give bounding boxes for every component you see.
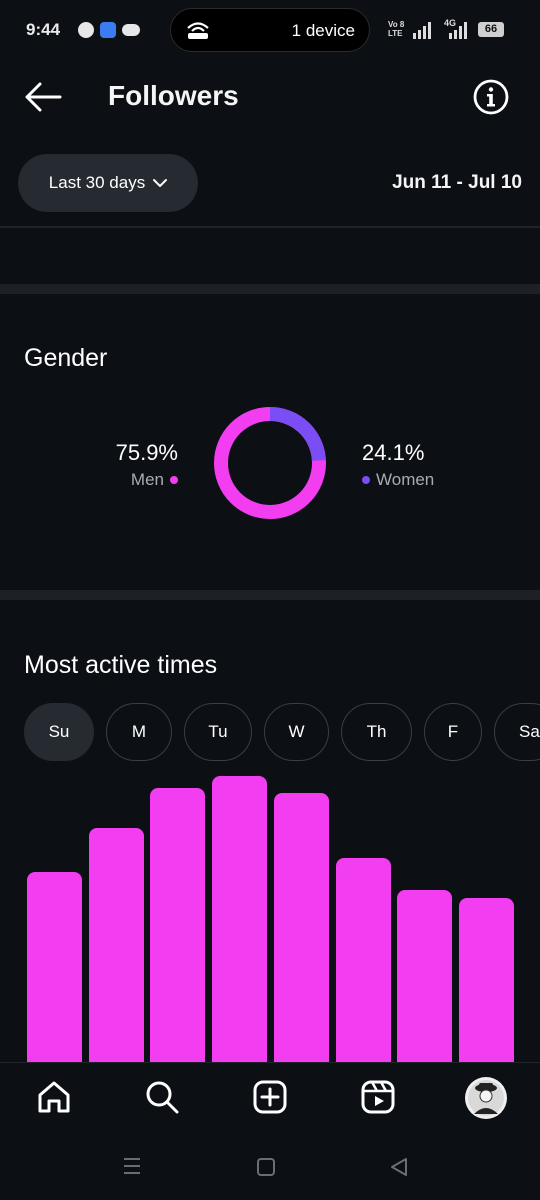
profile-avatar[interactable]: [464, 1076, 508, 1120]
day-chip-label: Su: [48, 722, 70, 741]
device-pill[interactable]: 1 device: [170, 8, 370, 52]
day-chip-label: F: [447, 722, 459, 741]
most-active-times-title: Most active times: [24, 651, 218, 679]
women-dot: [362, 476, 370, 484]
activity-bar: [397, 889, 453, 1062]
system-nav-bar: [0, 1138, 540, 1200]
date-range-dropdown[interactable]: Last 30 days: [18, 154, 198, 212]
battery-indicator: 66: [478, 22, 504, 37]
activity-bar: [335, 857, 391, 1062]
activity-bar: [212, 775, 268, 1062]
day-chip-label: Th: [366, 722, 387, 741]
back-button-icon[interactable]: [389, 1157, 409, 1177]
home-icon[interactable]: [35, 1078, 73, 1116]
day-chip-label: Tu: [208, 722, 228, 741]
activity-bar: [150, 787, 206, 1062]
day-chip-th[interactable]: Th: [341, 703, 412, 761]
divider: [0, 226, 540, 228]
women-percent: 24.1%: [362, 440, 425, 465]
info-icon[interactable]: [472, 78, 510, 116]
activity-bar: [458, 898, 514, 1062]
day-chip-label: W: [288, 722, 305, 741]
page-title: Followers: [108, 80, 239, 111]
day-chip-su[interactable]: Su: [24, 703, 94, 761]
activity-bar: [273, 793, 329, 1062]
men-dot: [170, 476, 178, 484]
gender-title: Gender: [24, 344, 108, 372]
search-icon[interactable]: [143, 1078, 181, 1116]
day-chip-m[interactable]: M: [106, 703, 172, 761]
home-button-icon[interactable]: [256, 1157, 276, 1177]
day-chip-label: M: [131, 722, 147, 741]
signal-icon: [413, 22, 431, 39]
device-count: 1 device: [291, 21, 355, 40]
cloud-icon: [122, 24, 140, 36]
activity-bar: [88, 828, 144, 1062]
men-percent: 75.9%: [115, 440, 178, 465]
day-chip-label: Sa: [519, 722, 540, 741]
back-arrow-icon[interactable]: [24, 80, 62, 114]
reels-icon[interactable]: [359, 1078, 397, 1116]
date-range-dropdown-label: Last 30 days: [48, 173, 146, 192]
donut-women-segment: [214, 407, 326, 519]
hotspot-icon: [187, 22, 209, 39]
date-range-text: Jun 11 - Jul 10: [392, 172, 522, 193]
day-chip-sa[interactable]: Sa: [494, 703, 540, 761]
women-legend: Women: [362, 470, 434, 490]
women-label: Women: [376, 470, 435, 489]
gender-donut-chart: [214, 407, 326, 519]
section-divider: [0, 284, 540, 294]
day-chip-tu[interactable]: Tu: [184, 703, 252, 761]
app-notification-icon: [100, 22, 116, 38]
status-time: 9:44: [26, 20, 61, 39]
section-divider-2: [0, 590, 540, 600]
hourly-bar-chart: [0, 770, 540, 1062]
chevron-down-icon: [153, 179, 168, 187]
day-chip-w[interactable]: W: [264, 703, 329, 761]
network-type: 4G: [444, 18, 457, 28]
activity-bar: [27, 872, 82, 1062]
messenger-icon: [78, 22, 94, 38]
create-icon[interactable]: [251, 1078, 289, 1116]
recents-icon[interactable]: [122, 1157, 142, 1175]
men-label: Men: [130, 470, 164, 489]
signal-icon-2: [449, 22, 467, 39]
volte-indicator: Vo 8 LTE: [388, 20, 405, 38]
day-chip-f[interactable]: F: [424, 703, 482, 761]
men-legend: Men: [131, 470, 178, 490]
